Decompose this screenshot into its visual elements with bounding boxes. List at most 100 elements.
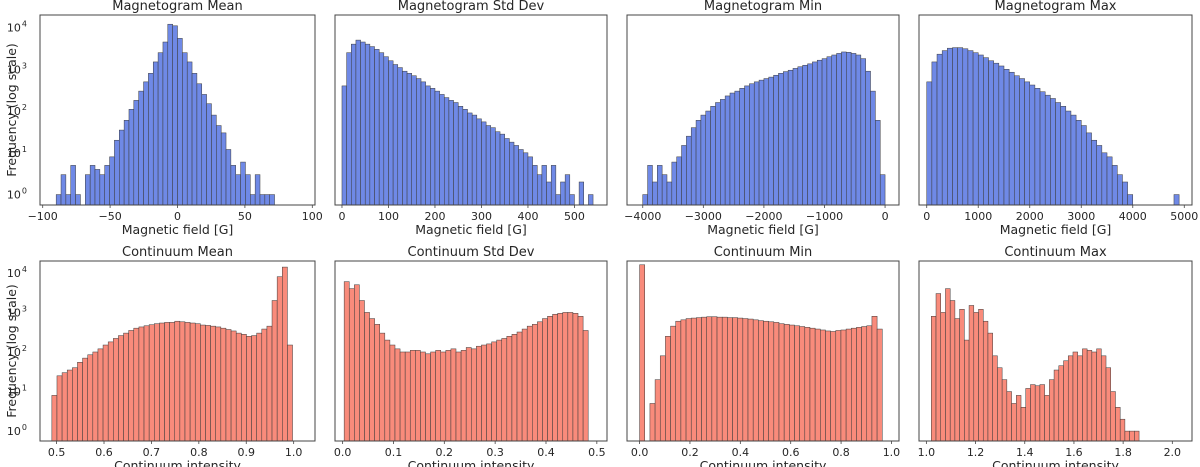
- histogram-bar: [460, 350, 467, 442]
- histogram-bar: [1096, 348, 1102, 442]
- histogram-bar: [998, 65, 1005, 206]
- histogram-bar: [557, 313, 564, 442]
- histogram-bar: [997, 367, 1003, 442]
- histogram-bar: [987, 332, 993, 442]
- histogram-bar: [1001, 379, 1008, 442]
- panel-title: Magnetogram Mean: [112, 0, 243, 14]
- histogram-bar: [102, 344, 109, 442]
- histogram-bar: [572, 313, 579, 442]
- x-tick-label: 0: [882, 210, 889, 223]
- histogram-bar: [369, 46, 375, 206]
- x-tick-label: 1.4: [1016, 446, 1034, 459]
- axes-frame: [626, 260, 900, 442]
- histogram-bar: [972, 52, 979, 206]
- axes-frame: [334, 260, 608, 442]
- histogram-bar: [1124, 430, 1130, 442]
- histogram-bar: [720, 99, 726, 206]
- histogram-bar: [211, 114, 217, 206]
- histogram-bar: [657, 165, 663, 206]
- x-tick-label: 3000: [1067, 210, 1095, 223]
- histogram-bar: [439, 94, 445, 206]
- histogram-bar: [879, 174, 886, 206]
- histogram-bar: [251, 335, 257, 442]
- histogram-bar: [402, 70, 408, 206]
- x-tick-label: 300: [471, 210, 492, 223]
- histogram-bar: [60, 174, 67, 206]
- histogram-bar: [1077, 355, 1083, 442]
- histogram-bar: [518, 149, 524, 206]
- histogram-bar: [671, 161, 677, 206]
- histogram-bar: [685, 318, 692, 442]
- histogram-bar: [552, 313, 558, 442]
- histogram-bar: [550, 165, 557, 206]
- histogram-bar: [230, 330, 237, 442]
- histogram-bar: [259, 194, 266, 206]
- histogram-bar: [850, 53, 857, 206]
- x-tick-label: 0.2: [681, 446, 699, 459]
- histogram-bar: [1024, 81, 1030, 206]
- panel-title: Continuum Mean: [122, 245, 233, 260]
- histogram-bar: [787, 69, 794, 206]
- histogram-bar: [499, 133, 505, 206]
- panel-title: Magnetogram Max: [995, 0, 1117, 14]
- histogram-bar: [701, 316, 707, 442]
- histogram-bar: [119, 129, 125, 206]
- histogram-bar: [445, 350, 452, 442]
- histogram-bar: [1025, 388, 1031, 442]
- x-tick-label: 100: [302, 210, 323, 223]
- histogram-bar: [977, 54, 984, 206]
- histogram-bar: [957, 47, 964, 206]
- histogram-bar: [1034, 385, 1041, 442]
- histogram-bar: [992, 355, 998, 442]
- histogram-bar: [200, 324, 206, 442]
- histogram-bar: [783, 324, 790, 442]
- x-axis-label: Magnetic field [G]: [1000, 222, 1112, 237]
- histogram-bar: [384, 339, 391, 442]
- x-tick-label: 100: [378, 210, 399, 223]
- histogram-bar: [830, 331, 837, 442]
- x-tick-label: 0.0: [631, 446, 649, 459]
- histogram-bar: [495, 131, 501, 206]
- histogram-bar: [496, 339, 503, 442]
- histogram-bar: [871, 316, 878, 442]
- histogram-bar: [1111, 165, 1118, 206]
- histogram-bar: [476, 345, 482, 442]
- histogram-bar: [931, 61, 938, 206]
- histogram-bar: [486, 343, 492, 442]
- histogram-bar: [148, 324, 155, 442]
- histogram-bar: [107, 341, 114, 442]
- histogram-bar: [157, 52, 164, 206]
- histogram-bar: [94, 169, 101, 206]
- histogram-bar: [940, 312, 946, 442]
- histogram-bar: [1091, 351, 1097, 442]
- histogram-bar: [1082, 348, 1088, 442]
- histogram-bar: [1049, 379, 1055, 442]
- histogram-bar: [721, 316, 728, 442]
- histogram-bar: [416, 78, 422, 206]
- histogram-bar: [654, 379, 661, 442]
- x-tick-label: 0.3: [486, 446, 504, 459]
- x-tick-label: 4000: [1119, 210, 1147, 223]
- histogram-bar: [749, 83, 755, 206]
- histogram-bar: [732, 317, 738, 442]
- x-axis-label: Continuum intensity: [992, 458, 1119, 467]
- x-tick-label: 1000: [964, 210, 992, 223]
- histogram-bar: [945, 288, 951, 442]
- histogram-bar: [768, 76, 774, 206]
- histogram-bar: [792, 68, 799, 206]
- panel-title: Continuum Std Dev: [408, 245, 535, 260]
- histogram-bar: [164, 322, 170, 442]
- histogram-bar: [143, 81, 149, 206]
- histogram-bar: [1065, 110, 1072, 206]
- x-tick-label: 400: [517, 210, 538, 223]
- histogram-bar: [359, 300, 365, 442]
- histogram-bar: [87, 354, 94, 442]
- histogram-bar: [676, 156, 682, 206]
- histogram-bar: [471, 114, 478, 206]
- histogram-bar: [582, 330, 589, 442]
- histogram-panel-6: Continuum Std Dev 0.0 0.1 0.2 0.3 0.4 0.5 Conti…: [334, 245, 608, 467]
- histogram-bar: [415, 350, 421, 442]
- histogram-bar: [804, 327, 811, 442]
- x-tick-label: 0.2: [436, 446, 454, 459]
